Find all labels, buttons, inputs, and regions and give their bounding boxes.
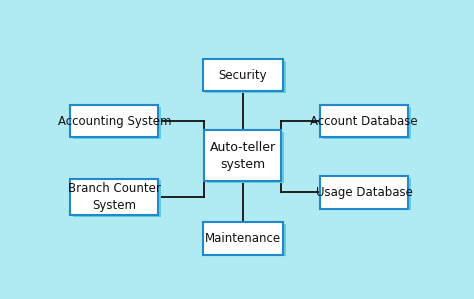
FancyBboxPatch shape — [207, 132, 284, 183]
Text: Account Database: Account Database — [310, 115, 418, 128]
Text: Accounting System: Accounting System — [58, 115, 171, 128]
FancyBboxPatch shape — [202, 222, 283, 255]
Text: Maintenance: Maintenance — [205, 232, 281, 245]
FancyBboxPatch shape — [204, 130, 282, 181]
FancyBboxPatch shape — [73, 107, 161, 139]
Text: Security: Security — [219, 68, 267, 82]
Text: Branch Counter
System: Branch Counter System — [68, 182, 161, 212]
FancyBboxPatch shape — [205, 224, 286, 257]
FancyBboxPatch shape — [323, 107, 411, 139]
FancyBboxPatch shape — [202, 59, 283, 91]
FancyBboxPatch shape — [320, 176, 408, 209]
FancyBboxPatch shape — [320, 105, 408, 137]
FancyBboxPatch shape — [73, 181, 161, 217]
FancyBboxPatch shape — [70, 105, 158, 137]
Text: Usage Database: Usage Database — [316, 186, 412, 199]
FancyBboxPatch shape — [323, 178, 411, 210]
Text: Auto-teller
system: Auto-teller system — [210, 141, 276, 171]
FancyBboxPatch shape — [70, 179, 158, 216]
FancyBboxPatch shape — [205, 61, 286, 93]
